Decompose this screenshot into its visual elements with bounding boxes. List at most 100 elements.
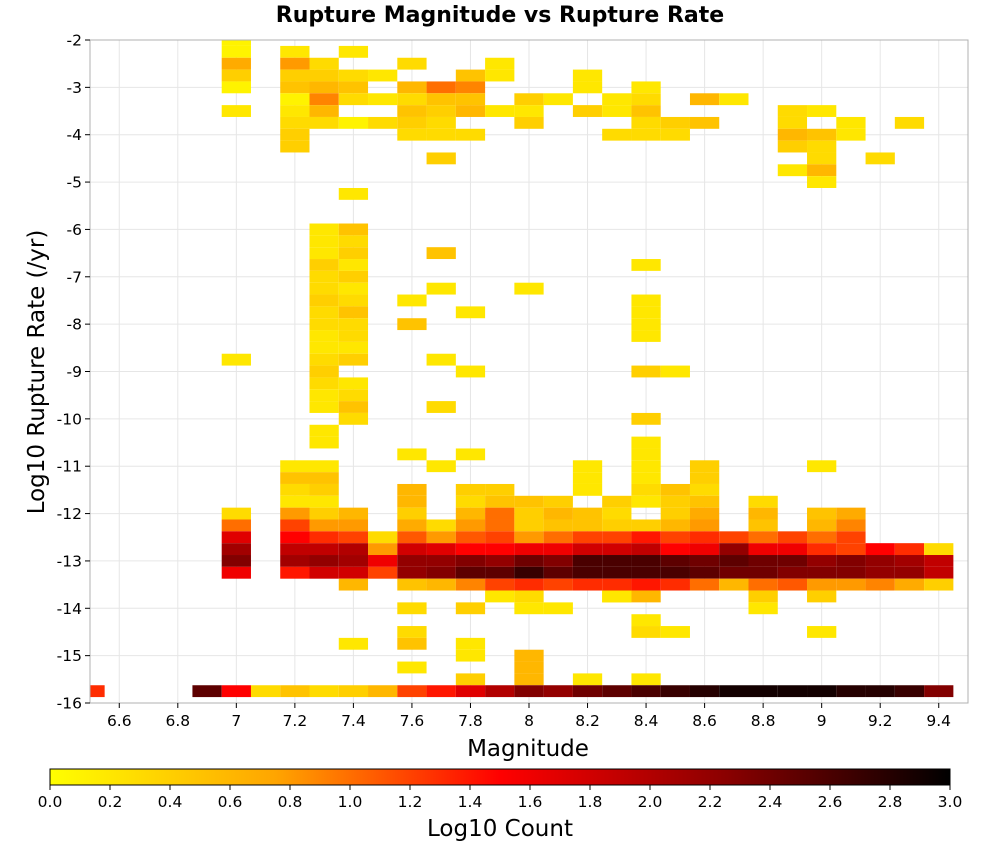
y-tick-label: -3: [67, 79, 82, 97]
heatmap-cell: [397, 566, 427, 579]
heatmap-cell: [397, 294, 427, 307]
heatmap-cell: [309, 105, 339, 117]
heatmap-cell: [455, 637, 486, 650]
y-tick-label: -6: [67, 221, 82, 239]
heatmap-cell: [455, 531, 486, 544]
y-tick-label: -14: [57, 600, 82, 618]
heatmap-cell: [689, 507, 720, 520]
heatmap-cell: [280, 57, 310, 70]
heatmap-cell: [572, 69, 603, 82]
heatmap-cell: [338, 294, 369, 307]
heatmap-cell: [455, 81, 486, 94]
heatmap-cell: [631, 531, 661, 544]
heatmap-cell: [250, 685, 281, 698]
heatmap-cell: [485, 543, 515, 556]
heatmap-cell: [309, 460, 339, 473]
heatmap-cell: [514, 685, 544, 698]
heatmap-cell: [397, 93, 427, 106]
heatmap-cell: [572, 507, 603, 520]
heatmap-cell: [338, 401, 369, 413]
y-tick-label: -7: [67, 268, 82, 286]
heatmap-cell: [426, 543, 456, 556]
heatmap-cell: [689, 116, 720, 129]
heatmap-cell: [543, 543, 573, 556]
heatmap-cell: [280, 105, 310, 117]
heatmap-cell: [689, 555, 720, 567]
heatmap-cell: [631, 365, 661, 378]
heatmap-cell: [719, 531, 749, 544]
heatmap-cell: [368, 531, 398, 544]
heatmap-cell: [514, 649, 544, 662]
heatmap-cell: [426, 519, 456, 532]
heatmap-cell: [514, 495, 544, 508]
heatmap-cell: [280, 531, 310, 544]
heatmap-cell: [689, 472, 720, 484]
x-tick-label: 8.6: [692, 712, 717, 730]
x-tick-label: 8.8: [751, 712, 776, 730]
heatmap-cell: [397, 318, 427, 331]
heatmap-cell: [572, 472, 603, 484]
heatmap-cell: [807, 164, 837, 177]
heatmap-cell: [660, 578, 690, 591]
chart-title: Rupture Magnitude vs Rupture Rate: [276, 3, 724, 28]
heatmap-cell: [807, 105, 837, 117]
heatmap-cell: [631, 685, 661, 698]
heatmap-cell: [426, 531, 456, 544]
heatmap-cell: [426, 555, 456, 567]
y-tick-label: -13: [57, 552, 82, 570]
heatmap-cell: [572, 673, 603, 686]
heatmap-cell: [280, 495, 310, 508]
y-tick-label: -2: [67, 32, 82, 50]
heatmap-cell: [280, 140, 310, 153]
heatmap-cell: [602, 566, 632, 579]
colorbar-label: Log10 Count: [427, 816, 573, 842]
heatmap-cell: [894, 685, 925, 698]
heatmap-cell: [309, 247, 339, 260]
heatmap-cell: [807, 555, 837, 567]
heatmap-cell: [368, 555, 398, 567]
x-tick-label: 6.8: [165, 712, 190, 730]
heatmap-cell: [543, 519, 573, 532]
heatmap-cell: [514, 93, 544, 106]
heatmap-cell: [338, 306, 369, 319]
heatmap-cell: [455, 483, 486, 496]
heatmap-cell: [807, 152, 837, 165]
heatmap-cell: [309, 483, 339, 496]
heatmap-cell: [221, 57, 251, 70]
heatmap-cell: [309, 472, 339, 484]
heatmap-cell: [631, 543, 661, 556]
heatmap-cell: [338, 187, 369, 200]
heatmap-cell: [602, 685, 632, 698]
heatmap-cell: [631, 105, 661, 117]
heatmap-cell: [514, 282, 544, 295]
heatmap-cell: [397, 543, 427, 556]
heatmap-cell: [338, 531, 369, 544]
heatmap-cell: [338, 223, 369, 236]
heatmap-cell: [309, 365, 339, 378]
heatmap-cell: [660, 566, 690, 579]
heatmap-cell: [455, 93, 486, 106]
colorbar-tick-label: 2.6: [818, 793, 843, 811]
heatmap-cell: [397, 507, 427, 520]
heatmap-cell: [338, 330, 369, 342]
heatmap-cell: [485, 483, 515, 496]
heatmap-cell: [514, 602, 544, 615]
x-tick-label: 8: [524, 712, 534, 730]
heatmap-cell: [485, 685, 515, 698]
heatmap-cell: [631, 472, 661, 484]
y-tick-label: -9: [67, 363, 82, 381]
x-tick-label: 7.6: [400, 712, 425, 730]
heatmap-cell: [485, 507, 515, 520]
heatmap-cell: [894, 116, 925, 129]
heatmap-cell: [543, 685, 573, 698]
heatmap-cell: [221, 40, 251, 46]
heatmap-cell: [807, 590, 837, 603]
heatmap-cell: [309, 495, 339, 508]
heatmap-cell: [485, 578, 515, 591]
x-tick-label: 8.2: [575, 712, 600, 730]
heatmap-cell: [455, 685, 486, 698]
heatmap-cell: [631, 116, 661, 129]
heatmap-cell: [309, 543, 339, 556]
heatmap-cell: [309, 235, 339, 248]
heatmap-cell: [631, 566, 661, 579]
